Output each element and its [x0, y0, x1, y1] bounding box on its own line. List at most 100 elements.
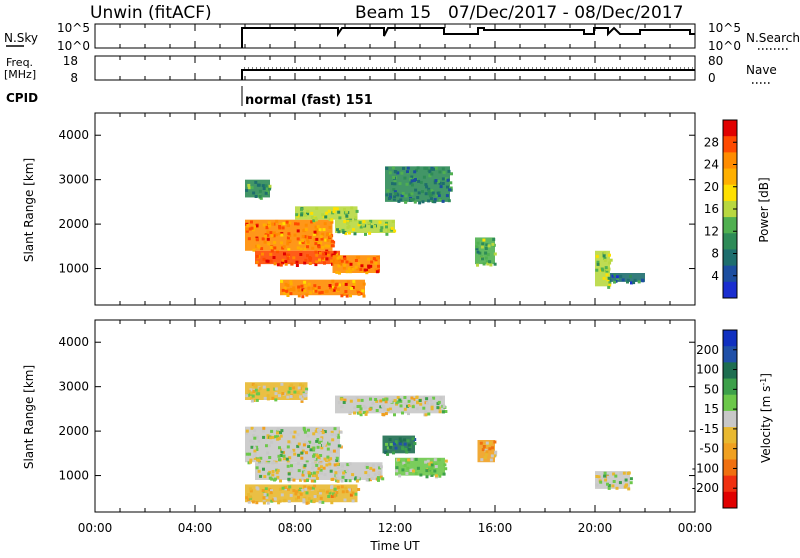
velocity-cell [612, 472, 616, 476]
power-cell [301, 295, 305, 299]
velocity-cell [331, 438, 335, 442]
power-cell [330, 288, 334, 292]
velocity-cell [410, 457, 414, 461]
power-cell [449, 186, 453, 190]
velocity-cell [356, 405, 360, 408]
velocity-cell [481, 448, 485, 452]
velocity-cell [340, 469, 344, 473]
velocity-cell [489, 458, 493, 462]
power-cell [425, 185, 429, 189]
velocity-cell [266, 388, 270, 392]
velocity-cell [276, 475, 280, 479]
velocity-cell [618, 481, 622, 485]
power-cell [444, 177, 448, 181]
velocity-cell [266, 436, 270, 439]
velocity-y-ticks: 4000 3000 2000 1000 [58, 335, 695, 483]
power-cell [596, 262, 600, 266]
power-cell [351, 285, 355, 289]
velocity-cell [303, 496, 307, 500]
velocity-cell [326, 447, 330, 451]
cpid-mode: normal (fast) 151 [245, 93, 373, 108]
power-cell [484, 256, 488, 260]
power-cell [439, 185, 443, 189]
x-tick-label: 12:00 [378, 521, 413, 535]
power-cell [367, 264, 371, 268]
power-cell [287, 232, 291, 236]
velocity-cell [393, 413, 396, 417]
power-cell [323, 261, 326, 265]
velocity-cell [266, 434, 270, 438]
power-cell [362, 220, 366, 224]
velocity-cell [395, 466, 399, 470]
power-cell [637, 280, 641, 284]
velocity-cell [328, 439, 332, 443]
velocity-cell [262, 426, 266, 430]
power-cell [354, 216, 358, 220]
velocity-cell [353, 411, 356, 415]
velocity-cell [314, 457, 318, 461]
velocity-cell [311, 486, 315, 490]
power-cell [352, 228, 355, 231]
velocity-cell [419, 473, 423, 477]
velocity-cell [251, 500, 255, 504]
x-tick-label: 16:00 [478, 521, 513, 535]
velocity-cell [300, 451, 304, 455]
power-cell [399, 198, 403, 202]
velocity-cell [302, 500, 306, 504]
velocity-cell [369, 466, 373, 470]
power-cell [370, 260, 374, 264]
power-cell [410, 175, 414, 179]
velocity-cell [357, 398, 361, 402]
velocity-cell [271, 396, 275, 400]
velocity-cell [266, 451, 269, 455]
power-cell [281, 288, 285, 292]
velocity-colorbar-swatch [723, 378, 737, 396]
power-cell [283, 252, 286, 256]
velocity-cell [247, 389, 251, 393]
velocity-cell [271, 435, 275, 439]
velocity-cell [486, 443, 490, 447]
velocity-cell [319, 428, 323, 432]
power-cell [308, 291, 312, 295]
velocity-cell [597, 475, 601, 479]
velocity-colorbar-swatch [723, 394, 737, 412]
power-cell [613, 273, 617, 277]
velocity-cell [280, 429, 284, 433]
power-cell [305, 293, 309, 297]
velocity-cell [401, 446, 405, 450]
power-cell [245, 227, 249, 231]
velocity-cell [368, 478, 372, 482]
velocity-cell [252, 399, 256, 402]
power-colorbar-swatch [723, 184, 737, 202]
velocity-cell [249, 458, 253, 462]
power-cell [492, 237, 496, 241]
velocity-cell [296, 391, 300, 394]
power-cell [262, 257, 266, 261]
velocity-cell [371, 463, 375, 467]
power-cell [397, 199, 401, 203]
velocity-cell [302, 391, 306, 395]
velocity-cell [401, 411, 404, 415]
power-cell [317, 245, 321, 249]
power-cell [488, 260, 492, 264]
power-cell [385, 225, 388, 229]
power-cell [310, 220, 314, 224]
nsearch-tick-top: 10^5 [708, 21, 741, 35]
velocity-cell [248, 487, 252, 491]
power-cell [340, 259, 344, 263]
power-cell [337, 264, 341, 268]
power-cell [329, 234, 333, 238]
power-cell [286, 283, 290, 287]
power-cell [285, 220, 289, 224]
power-cell [413, 178, 417, 182]
velocity-cell [267, 472, 271, 476]
power-cell [478, 251, 482, 255]
velocity-cell [366, 473, 370, 477]
power-cell [331, 279, 335, 283]
power-cell [352, 279, 356, 283]
velocity-cell [289, 431, 293, 435]
power-cell [273, 246, 277, 250]
power-cell [346, 221, 350, 225]
velocity-cell [349, 493, 353, 497]
